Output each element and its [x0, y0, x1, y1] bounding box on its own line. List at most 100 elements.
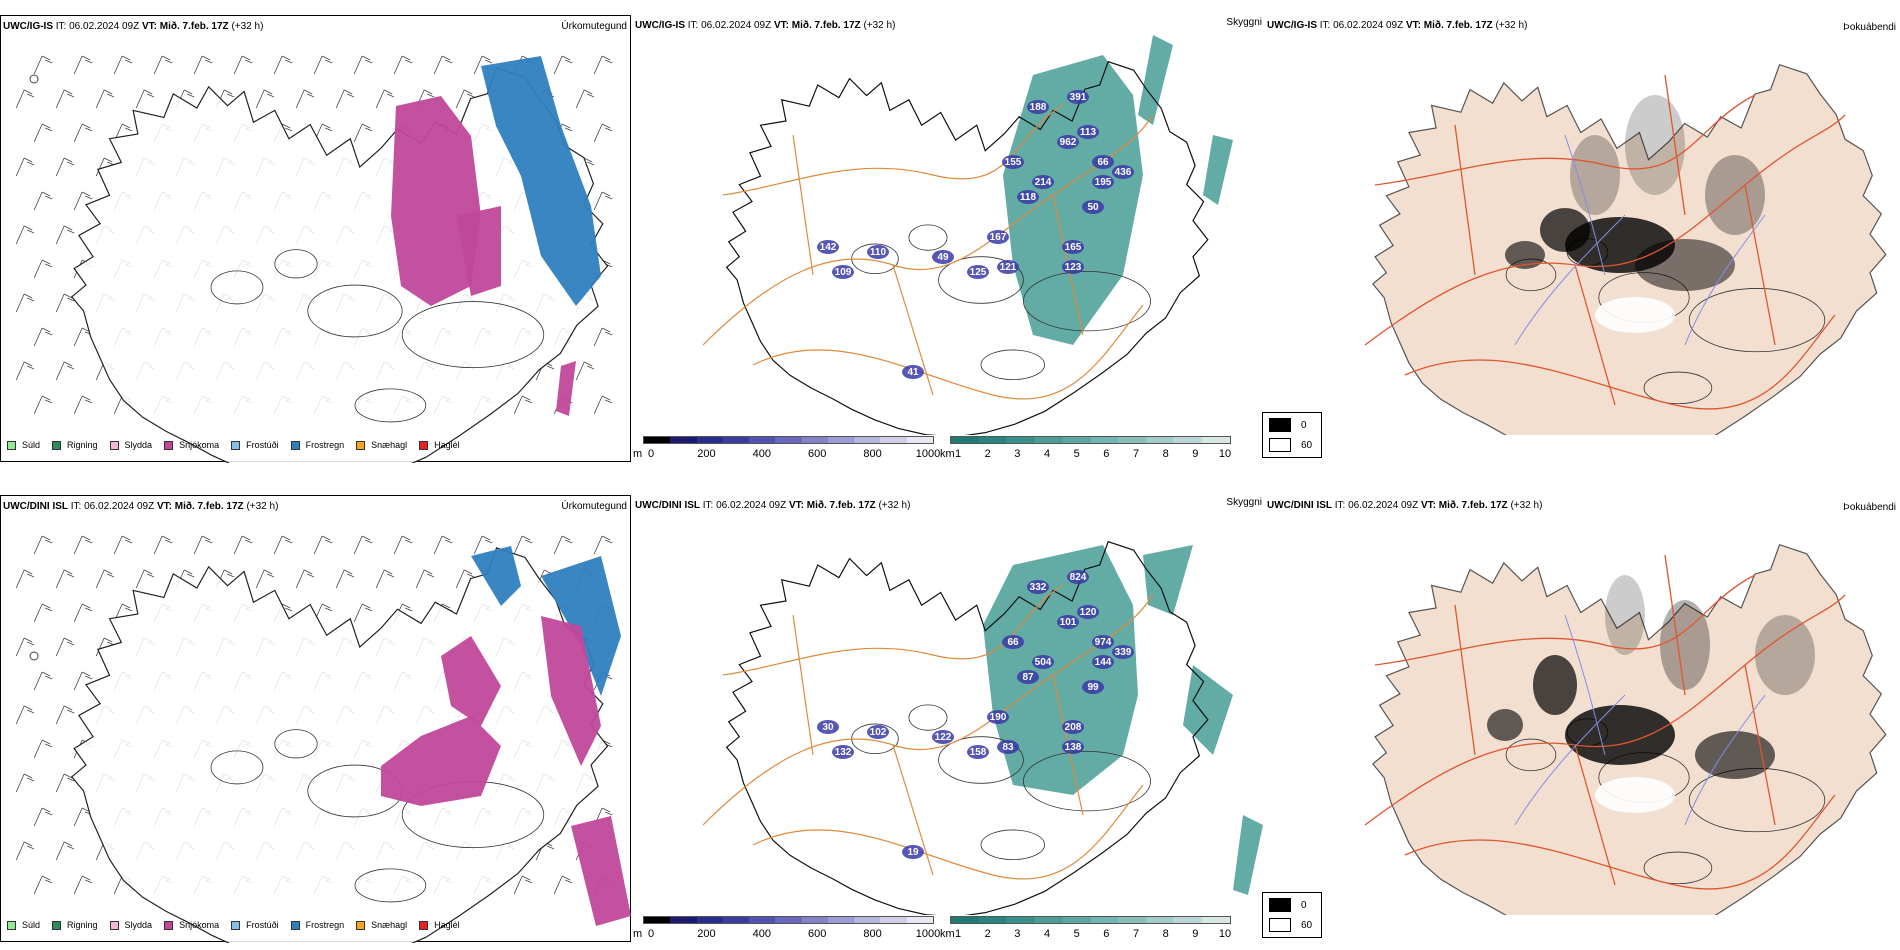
ceiling-label: 109: [835, 267, 852, 278]
ceiling-label: 962: [1060, 137, 1077, 148]
iceland-outline: [725, 60, 1209, 435]
legend-item-rigning: Rigning: [52, 920, 98, 930]
wind-barb: [513, 395, 533, 415]
river: [1514, 214, 1626, 346]
road: [1744, 664, 1776, 826]
legend-item-slydda: Slydda: [109, 920, 152, 930]
colorbar-tick: 400: [752, 928, 771, 940]
fog-free-area: [1595, 777, 1675, 813]
legend-swatch: [290, 920, 300, 930]
colorbar-tick: 7: [1132, 448, 1140, 460]
wind-barb: [353, 123, 373, 143]
road: [722, 584, 1064, 676]
wind-barb: [55, 705, 75, 725]
fog-legend-item: 0: [1269, 898, 1307, 912]
wind-barb: [513, 535, 533, 555]
legend-label: Snjókoma: [179, 440, 220, 450]
colorbar-tick: 2: [984, 928, 991, 940]
coastline: [725, 60, 1209, 435]
wind-barb: [15, 89, 35, 109]
legend-item-snæhagl: Snæhagl: [356, 920, 407, 930]
glacier-outline: [1022, 751, 1151, 812]
road: [792, 134, 814, 276]
visibility-colorbar-row1: km 1 2 3 4 5 6 7 8 9 10: [940, 436, 1235, 462]
wind-barb: [95, 89, 115, 109]
precip-area: [471, 546, 521, 606]
road: [1744, 184, 1776, 346]
wind-barb: [593, 395, 613, 415]
river-network: [1514, 614, 1766, 826]
iceland-outline: [70, 547, 609, 943]
glacier-outline: [1643, 851, 1713, 885]
colorbar-tick: 9: [1192, 448, 1199, 460]
fog-panel-row2: UWC/DINI ISL IT: 06.02.2024 09Z VT: Mið.…: [1265, 495, 1900, 942]
road: [1574, 264, 1616, 406]
colorbar-tick: 600: [808, 928, 827, 940]
ceiling-patch: [1082, 200, 1104, 214]
ceiling-label: 138: [1065, 742, 1082, 753]
ceiling-patch: [1032, 175, 1054, 189]
colorbar-strip: [643, 436, 934, 444]
wind-barb: [433, 535, 453, 555]
ceiling-label: 504: [1035, 657, 1052, 668]
colorbar-tick: 1: [954, 928, 962, 940]
glacier-outline: [1505, 738, 1557, 772]
wind-barb: [553, 55, 573, 75]
visibility-area: [1143, 545, 1193, 615]
wind-barb: [15, 705, 35, 725]
wind-barb: [73, 671, 93, 691]
precip-panel-row2: UWC/DINI ISL IT: 06.02.2024 09Z VT: Mið.…: [0, 495, 631, 943]
colorbar-tick: 6: [1103, 928, 1110, 940]
ceiling-label: 121: [1000, 262, 1017, 273]
ceiling-label: 113: [1080, 127, 1097, 138]
road-network: [1364, 554, 1846, 890]
fog-legend-swatch: [1269, 438, 1291, 452]
fog-blob: [1705, 155, 1765, 235]
legend-swatch: [109, 920, 119, 930]
legend-label: Haglél: [434, 920, 460, 930]
wind-barb: [15, 293, 35, 313]
colorbar-tick: 200: [697, 448, 716, 460]
visibility-area: [1183, 665, 1233, 755]
fog-legend-swatch: [1269, 418, 1291, 432]
ceiling-label: 66: [1007, 637, 1019, 648]
panel-header: UWC/IG-IS IT: 06.02.2024 09Z VT: Mið. 7.…: [635, 20, 896, 31]
legend-item-haglél: Haglél: [419, 440, 460, 450]
legend-swatch: [52, 920, 62, 930]
legend-label: Frostregn: [305, 440, 345, 450]
precip-map: [15, 535, 631, 943]
ceiling-patch: [997, 740, 1019, 754]
legend-label: Rigning: [67, 920, 98, 930]
precip-area: [481, 56, 601, 306]
colorbar-tick: 2: [984, 448, 991, 460]
fog-legend-row1: 0 60: [1262, 412, 1322, 458]
coastline: [70, 547, 609, 943]
road: [1404, 794, 1836, 890]
visibility-area: [1138, 35, 1173, 125]
wind-barb: [15, 637, 35, 657]
wind-barb: [255, 569, 275, 589]
clouds-panel-row2: UWC/DINI ISL IT: 06.02.2024 09Z VT: Mið.…: [633, 495, 1265, 942]
colorbar-tick: 1000: [915, 448, 941, 460]
fog-blob: [1565, 705, 1675, 765]
wind-barb: [33, 535, 53, 555]
glacier-outline: [908, 224, 948, 251]
wind-barb: [55, 569, 75, 589]
ceiling-label: 122: [935, 732, 952, 743]
ceiling-label: 142: [820, 242, 837, 253]
ceiling-patch: [967, 265, 989, 279]
road: [1574, 744, 1616, 886]
fog-map: [1364, 543, 1887, 915]
ceiling-label: 158: [970, 747, 987, 758]
glacier-outline: [1643, 371, 1713, 405]
legend-item-súld: Súld: [7, 920, 40, 930]
wind-barb: [15, 361, 35, 381]
ceiling-label: 195: [1095, 177, 1112, 188]
wind-barb: [233, 55, 253, 75]
colorbar-tick: 5: [1073, 448, 1080, 460]
wind-barb: [55, 637, 75, 657]
legend-item-frostregn: Frostregn: [290, 920, 344, 930]
ceiling-label: 208: [1065, 722, 1082, 733]
wind-barb: [33, 739, 53, 759]
